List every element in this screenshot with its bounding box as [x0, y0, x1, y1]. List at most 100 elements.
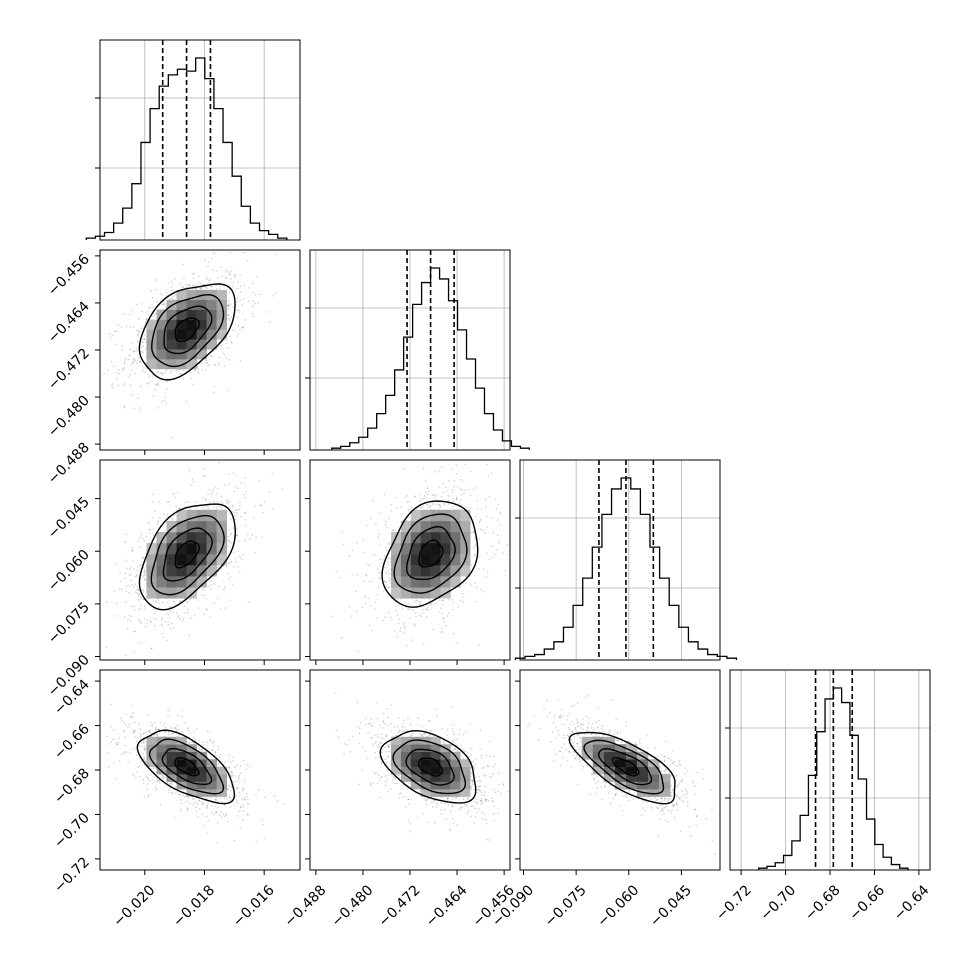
scatter-point: [422, 732, 425, 735]
scatter-point: [263, 837, 266, 840]
scatter-point: [271, 508, 274, 510]
density-cell: [196, 576, 207, 588]
scatter-point: [172, 492, 175, 495]
scatter-point: [227, 766, 230, 768]
density-cell: [146, 751, 157, 760]
scatter-point: [167, 791, 170, 794]
scatter-point: [441, 630, 444, 633]
scatter-point: [440, 466, 443, 468]
density-cell: [440, 531, 451, 544]
scatter-point: [401, 730, 404, 733]
scatter-point: [126, 325, 128, 328]
scatter-point: [97, 654, 99, 656]
scatter-point: [244, 511, 247, 514]
scatter-point: [160, 619, 163, 621]
scatter-point: [238, 811, 240, 813]
scatter-point: [202, 475, 205, 478]
scatter-point: [143, 749, 146, 751]
scatter-point: [177, 492, 180, 494]
scatter-point: [121, 349, 124, 351]
scatter-point: [433, 822, 436, 824]
scatter-point: [120, 716, 122, 719]
scatter-point: [407, 608, 409, 611]
scatter-point: [155, 618, 158, 621]
density-cell: [156, 542, 167, 555]
scatter-point: [147, 777, 150, 780]
scatter-point: [167, 282, 170, 284]
scatter-point: [211, 257, 213, 260]
scatter-point: [392, 529, 394, 532]
scatter-point: [202, 803, 204, 805]
scatter-point: [235, 528, 238, 530]
scatter-point: [396, 614, 399, 616]
scatter-point: [131, 361, 134, 363]
scatter-point: [141, 340, 144, 343]
scatter-point: [116, 371, 118, 374]
scatter-point: [213, 363, 216, 365]
scatter-point: [479, 780, 482, 782]
scatter-point: [236, 316, 239, 319]
scatter-point: [476, 586, 478, 589]
scatter-point: [426, 606, 429, 608]
scatter-point: [254, 551, 256, 554]
scatter-point: [188, 742, 191, 744]
scatter-point: [451, 489, 453, 491]
density-cell: [176, 736, 187, 745]
density-cell: [420, 542, 431, 555]
scatter-point: [124, 601, 127, 603]
scatter-point: [157, 729, 160, 731]
scatter-point: [417, 816, 420, 819]
scatter-point: [426, 493, 429, 496]
scatter-point: [484, 531, 487, 534]
scatter-point: [182, 286, 184, 289]
scatter-point: [475, 515, 477, 518]
scatter-point: [214, 754, 216, 756]
density-cell: [430, 587, 441, 599]
scatter-point: [379, 577, 382, 580]
scatter-point: [237, 778, 240, 781]
scatter-point: [128, 568, 131, 571]
scatter-point: [236, 508, 238, 511]
scatter-point: [206, 730, 209, 733]
scatter-point: [141, 537, 144, 540]
scatter-point: [452, 740, 454, 743]
scatter-point: [203, 594, 205, 597]
scatter-point: [134, 583, 137, 586]
scatter-point: [103, 372, 105, 375]
density-cell: [196, 339, 207, 350]
scatter-point: [193, 284, 195, 286]
scatter-point: [235, 515, 238, 517]
scatter-point: [239, 285, 242, 288]
scatter-point: [440, 607, 442, 609]
scatter-point: [387, 557, 390, 560]
scatter-point: [170, 792, 173, 795]
scatter-point: [254, 302, 256, 305]
scatter-point: [247, 533, 249, 536]
scatter-point: [376, 616, 379, 619]
scatter-point: [225, 499, 228, 502]
scatter-point: [125, 559, 128, 562]
scatter-point: [226, 797, 228, 800]
scatter-point: [220, 501, 222, 503]
scatter-point: [110, 725, 113, 728]
scatter-point: [207, 493, 209, 496]
scatter-point: [207, 507, 210, 510]
scatter-point: [397, 622, 400, 625]
scatter-point: [428, 599, 431, 601]
scatter-point: [214, 751, 217, 754]
scatter-point: [419, 615, 422, 618]
scatter-point: [142, 778, 145, 781]
scatter-point: [217, 745, 220, 748]
scatter-point: [152, 534, 155, 536]
density-cell: [186, 309, 197, 320]
scatter-point: [486, 799, 488, 801]
scatter-point: [225, 814, 228, 817]
scatter-point: [186, 807, 189, 810]
scatter-point: [123, 406, 126, 409]
scatter-point: [482, 529, 485, 532]
scatter-point: [470, 766, 472, 769]
scatter-point: [142, 753, 145, 755]
scatter-point: [235, 795, 237, 797]
scatter-point: [96, 609, 98, 611]
